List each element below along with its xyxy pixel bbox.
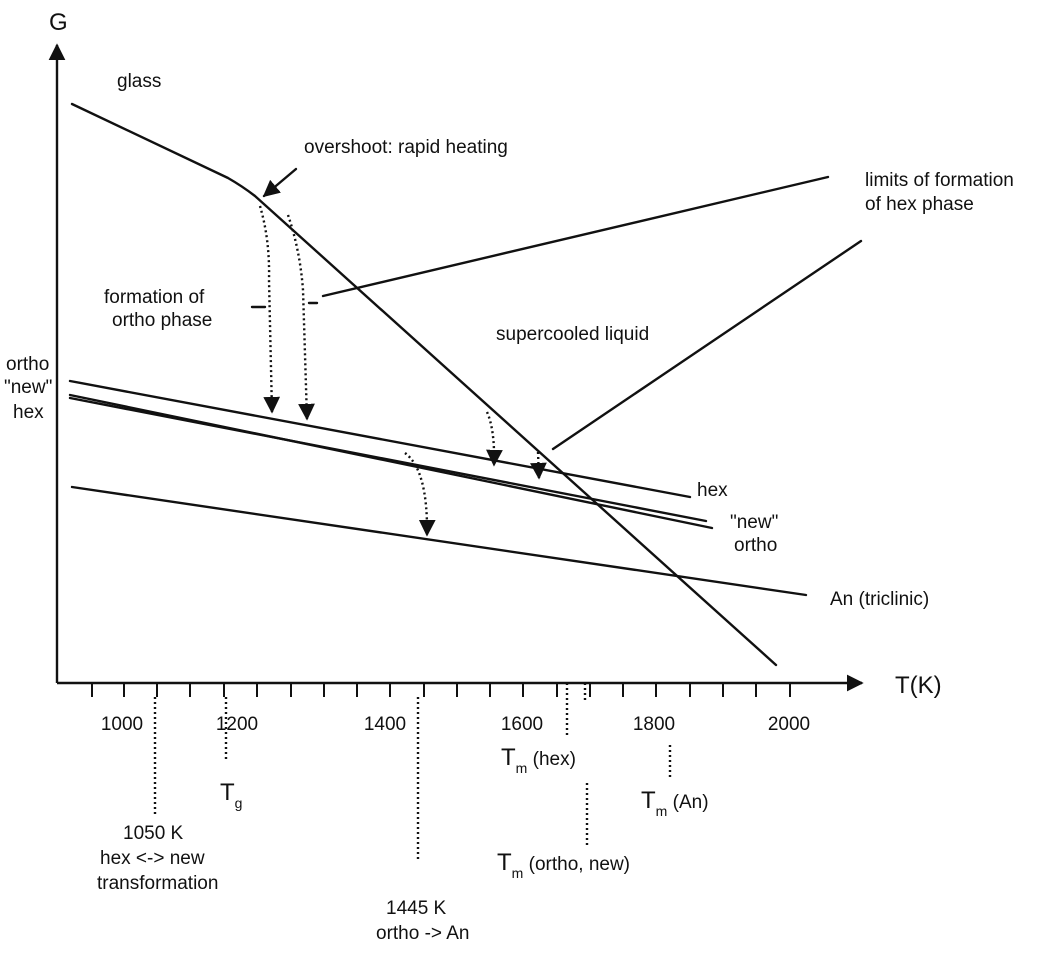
anorthite-line <box>70 485 808 597</box>
left-new-label: "new" <box>4 377 52 398</box>
overshoot-arrow <box>262 167 298 198</box>
hex-limit-upper-line <box>321 175 830 298</box>
formation-ortho-label-line2: ortho phase <box>112 310 212 331</box>
left-hex-label: hex <box>13 402 44 423</box>
right-ortho-label: ortho <box>734 535 777 556</box>
x-axis-ticks <box>91 683 791 697</box>
limits-hex-label-line2: of hex phase <box>865 194 974 215</box>
t1445-label-line1: 1445 K <box>386 898 447 919</box>
tm-ortho-new-label: Tm (ortho, new) <box>497 849 630 881</box>
hex-line <box>68 396 708 523</box>
limits-hex-label-line1: limits of formation <box>865 170 1014 191</box>
x-tick-label: 1000 <box>101 714 143 735</box>
x-axis-label: T(K) <box>895 672 942 699</box>
tm-an-label: Tm (An) <box>641 787 709 819</box>
t1050-label-line1: 1050 K <box>123 823 184 844</box>
x-tick-label: 1200 <box>216 714 258 735</box>
right-hex-label: hex <box>697 480 728 501</box>
ortho-to-an-arrow <box>404 452 436 537</box>
overshoot-transition-arrow-2 <box>286 214 315 421</box>
overshoot-transition-arrow-1 <box>258 205 281 414</box>
left-ortho-label: ortho <box>6 354 49 375</box>
tm-hex-label: Tm (hex) <box>501 744 576 776</box>
x-tick-label: 1600 <box>501 714 543 735</box>
liquid-to-hex-arrow <box>485 411 503 467</box>
glass-liquid-curve <box>70 102 778 667</box>
formation-ortho-label-line1: formation of <box>104 287 205 308</box>
new-phase-line <box>68 393 714 530</box>
right-new-label: "new" <box>730 512 778 533</box>
anorthite-label: An (triclinic) <box>830 589 929 610</box>
ortho-line <box>68 379 692 499</box>
t1050-label-line3: transformation <box>97 873 218 894</box>
x-tick-label: 1400 <box>364 714 406 735</box>
t1445-label-line2: ortho -> An <box>376 923 469 944</box>
supercooled-liquid-label: supercooled liquid <box>496 324 649 345</box>
tg-label: Tg <box>220 779 242 811</box>
x-tick-label: 2000 <box>768 714 810 735</box>
glass-label: glass <box>117 71 161 92</box>
liquid-to-new-arrow <box>530 451 547 480</box>
t1050-label-line2: hex <-> new <box>100 848 205 869</box>
overshoot-label: overshoot: rapid heating <box>304 137 508 158</box>
hex-limit-lower-line <box>551 239 863 451</box>
y-axis-label: G <box>49 9 68 36</box>
x-tick-label: 1800 <box>633 714 675 735</box>
